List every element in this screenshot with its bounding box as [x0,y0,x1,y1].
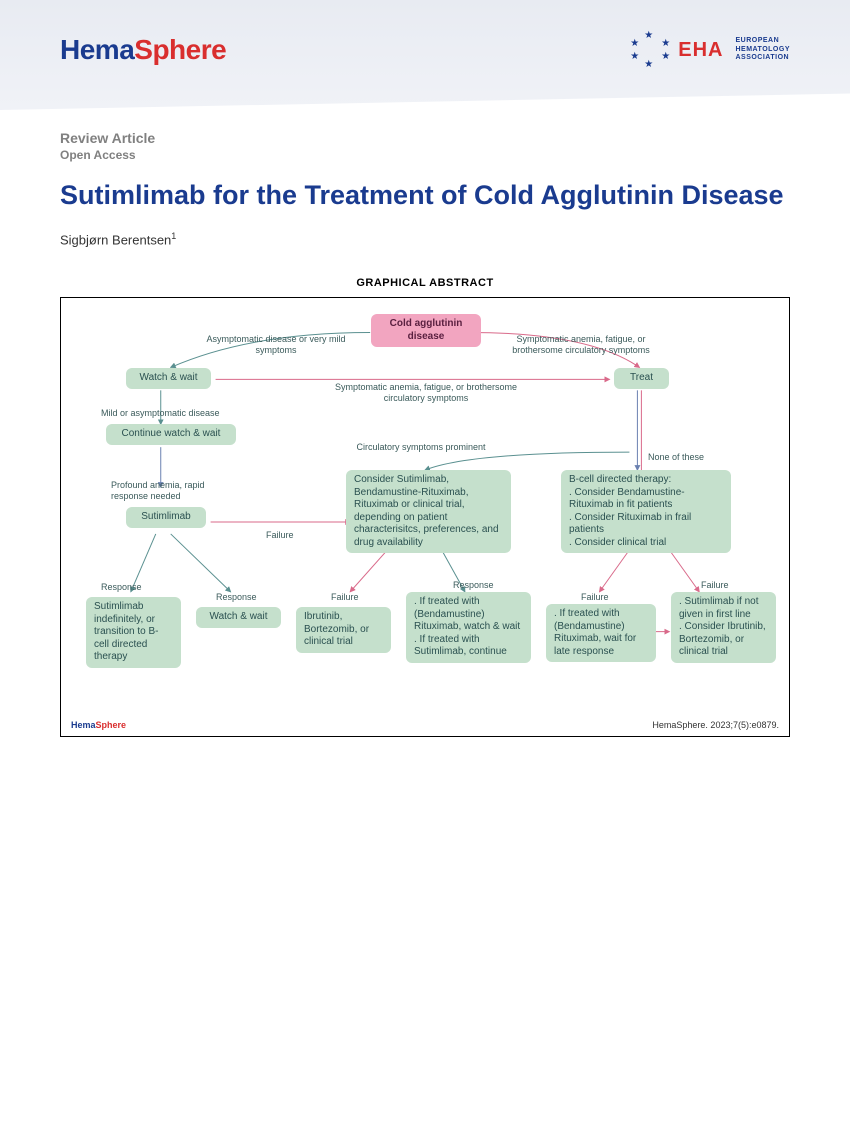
logo-hema: Hema [60,34,134,65]
article-type: Review Article [60,130,790,146]
node-failure-right: . Sutimlimab if not given in first line … [671,592,776,663]
eha-line3: ASSOCIATION [735,54,790,62]
label-asymptomatic: Asymptomatic disease or very mild sympto… [201,334,351,356]
author-affil: 1 [171,231,176,241]
eha-stars-icon: ★ ★ ★ ★ ★ ★ [630,30,670,70]
label-failure2: Failure [331,592,359,603]
graphical-abstract-box: Cold agglutinin disease Asymptomatic dis… [60,297,790,737]
page-header: HemaSphere ★ ★ ★ ★ ★ ★ EHA EUROPEAN HEMA… [0,0,850,70]
node-ibrutinib: Ibrutinib, Bortezomib, or clinical trial [296,607,391,653]
node-failure-mid: . If treated with (Bendamustine) Rituxim… [546,604,656,662]
diagram-footer-logo: HemaSphere [71,720,126,730]
eha-line2: HEMATOLOGY [735,46,790,54]
eha-logo: ★ ★ ★ ★ ★ ★ EHA EUROPEAN HEMATOLOGY ASSO… [630,30,790,70]
flowchart: Cold agglutinin disease Asymptomatic dis… [71,312,779,707]
node-watch-wait: Watch & wait [126,368,211,389]
label-circ-prominent: Circulatory symptoms prominent [356,442,486,453]
graphical-abstract-label: GRAPHICAL ABSTRACT [60,277,790,289]
node-response-mid: . If treated with (Bendamustine) Rituxim… [406,592,531,663]
label-mild: Mild or asymptomatic disease [101,408,241,419]
eha-acronym: EHA [678,39,723,62]
label-failure4: Failure [701,580,729,591]
footer-logo-hema: Hema [71,720,96,730]
node-continue-ww: Continue watch & wait [106,424,236,445]
label-response2: Response [216,592,257,603]
article-title: Sutimlimab for the Treatment of Cold Agg… [60,180,790,211]
eha-line1: EUROPEAN [735,37,790,45]
label-profound: Profound anemia, rapid response needed [111,480,241,502]
journal-logo: HemaSphere [60,34,226,66]
label-response1: Response [101,582,142,593]
node-bcell-therapy: B-cell directed therapy: . Consider Bend… [561,470,731,553]
diagram-citation: HemaSphere. 2023;7(5):e0879. [652,720,779,730]
node-treat: Treat [614,368,669,389]
node-consider-circ: Consider Sutimlimab, Bendamustine-Rituxi… [346,470,511,553]
node-resp-indefinite: Sutimlimab indefinitely, or transition t… [86,597,181,668]
label-failure1: Failure [266,530,294,541]
node-watch-wait2: Watch & wait [196,607,281,628]
footer-logo-sphere: Sphere [96,720,127,730]
node-sutimlimab: Sutimlimab [126,507,206,528]
node-root: Cold agglutinin disease [371,314,481,347]
label-failure3: Failure [581,592,609,603]
author-line: Sigbjørn Berentsen1 [60,231,790,247]
label-symptomatic2: Symptomatic anemia, fatigue, or brothers… [316,382,536,404]
label-symptomatic: Symptomatic anemia, fatigue, or brothers… [491,334,671,356]
label-none: None of these [631,452,721,463]
author-name: Sigbjørn Berentsen [60,232,171,247]
diagram-footer: HemaSphere HemaSphere. 2023;7(5):e0879. [71,720,779,730]
logo-sphere: Sphere [134,34,226,65]
open-access-label: Open Access [60,148,790,162]
label-response3: Response [453,580,494,591]
